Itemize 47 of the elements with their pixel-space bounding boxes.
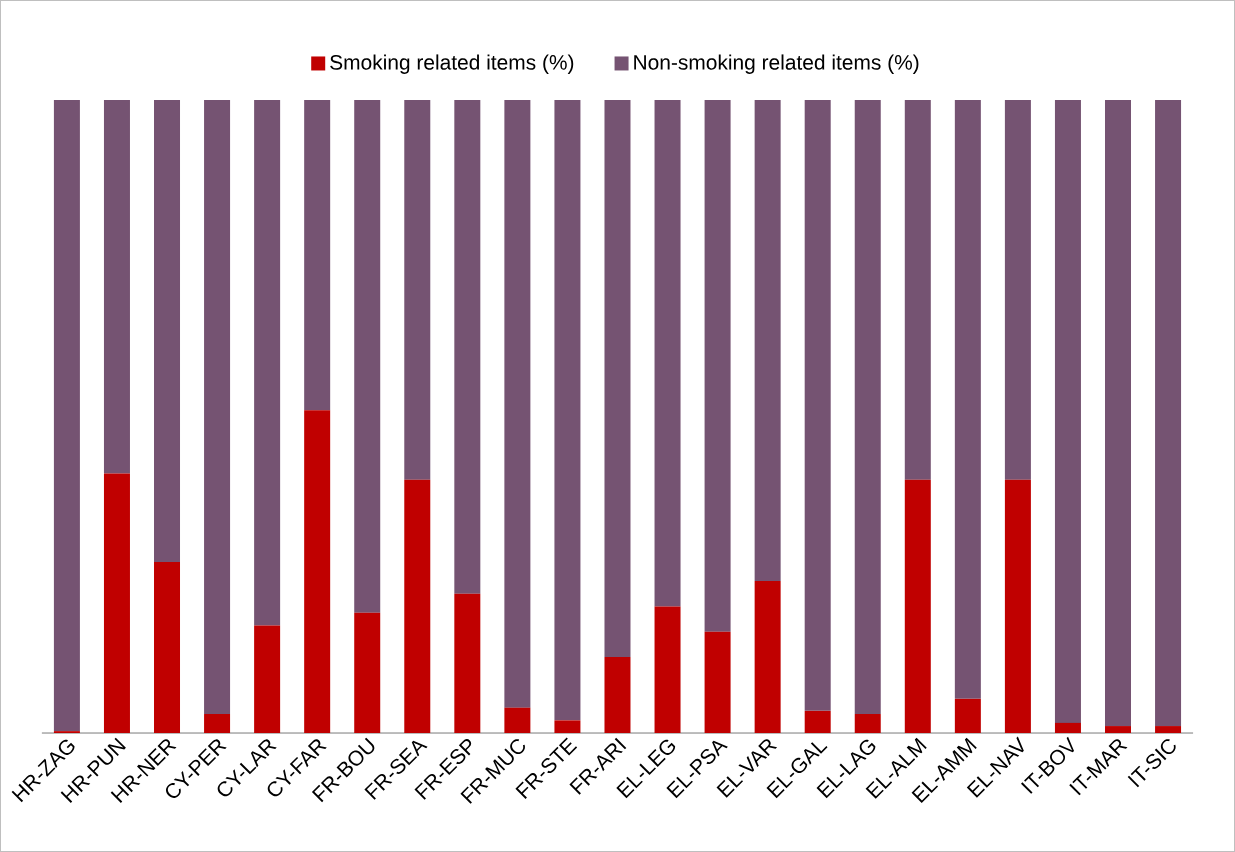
bar xyxy=(654,99,681,607)
bar xyxy=(804,710,831,734)
bar xyxy=(604,657,631,734)
bar xyxy=(704,99,731,632)
bar xyxy=(1004,479,1031,734)
bar xyxy=(504,707,531,734)
bar xyxy=(554,99,581,721)
bar xyxy=(604,99,631,658)
bar xyxy=(304,99,331,411)
bar xyxy=(904,99,931,480)
bar xyxy=(754,581,781,734)
bar xyxy=(354,99,381,613)
bar xyxy=(103,99,130,474)
bar xyxy=(804,99,831,711)
bar xyxy=(854,99,881,715)
bar xyxy=(204,99,231,715)
legend-label: Non-smoking related items (%) xyxy=(634,54,919,74)
bar xyxy=(1105,99,1131,727)
bar xyxy=(654,606,681,734)
bar xyxy=(204,714,231,734)
bar xyxy=(454,99,481,594)
bar xyxy=(404,99,431,480)
bar xyxy=(1155,99,1182,727)
bar xyxy=(1054,722,1081,734)
bar xyxy=(1004,99,1031,480)
bar xyxy=(954,99,981,699)
bar xyxy=(404,479,431,734)
bar xyxy=(354,612,381,734)
bar xyxy=(954,698,981,734)
bar xyxy=(154,562,181,734)
bar xyxy=(504,99,531,708)
bar xyxy=(254,625,281,734)
bar xyxy=(904,479,931,734)
bar xyxy=(53,99,80,732)
bar xyxy=(254,99,281,626)
bar xyxy=(103,473,130,734)
legend-label: Smoking related items (%) xyxy=(330,54,574,74)
bar xyxy=(854,714,881,734)
bar xyxy=(454,593,481,734)
bar xyxy=(1054,99,1081,723)
bar xyxy=(754,99,781,582)
bar xyxy=(1155,726,1182,734)
bar xyxy=(704,631,731,734)
bar xyxy=(1105,726,1131,734)
bar xyxy=(304,410,331,734)
bar xyxy=(154,99,181,563)
bar xyxy=(554,720,581,734)
